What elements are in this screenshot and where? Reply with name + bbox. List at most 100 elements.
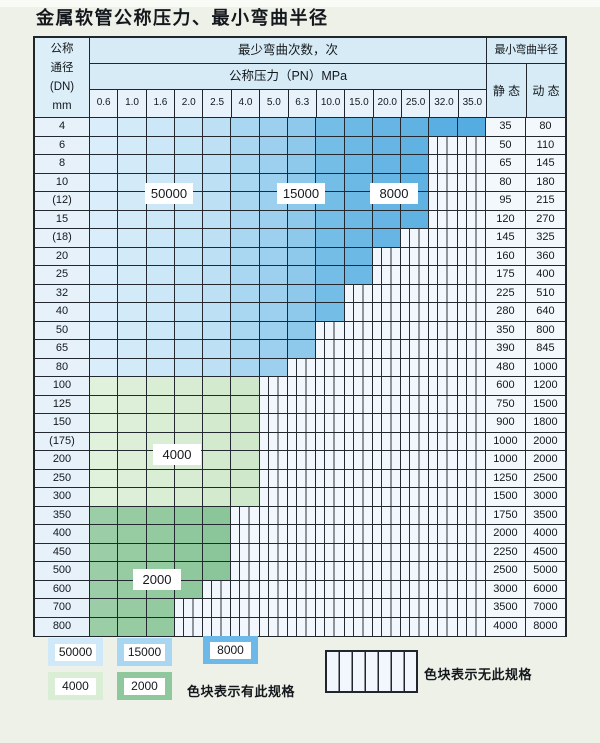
dn-cell: (18): [35, 229, 90, 248]
table-row: 80 480 1000: [35, 358, 565, 377]
no-spec-cell: [344, 599, 373, 618]
table-row: (175) 1000 2000: [35, 432, 565, 451]
spec-cell: [203, 303, 232, 322]
no-spec-cell: [287, 506, 317, 525]
spec-cell: [118, 210, 147, 229]
table-row: 250 1250 2500: [35, 469, 565, 488]
spec-cell: [344, 155, 373, 174]
no-spec-cell: [231, 506, 260, 525]
dynamic-radius-cell: 80: [525, 118, 565, 137]
spec-cell: [90, 580, 119, 599]
no-spec-cell: [372, 451, 402, 470]
spec-cell: [90, 395, 119, 414]
no-spec-cell: [401, 432, 430, 451]
no-spec-cell: [372, 247, 402, 266]
spec-cell: [90, 321, 119, 340]
static-radius-cell: 350: [485, 321, 526, 340]
no-spec-cell: [344, 432, 373, 451]
no-spec-cell: [287, 358, 317, 377]
dn-cell: 800: [35, 617, 90, 636]
spec-cell: [203, 469, 232, 488]
dn-cell: 350: [35, 506, 90, 525]
spec-cell: [174, 395, 204, 414]
spec-cell: [287, 210, 317, 229]
cycle-count-label: 8000: [370, 183, 418, 204]
spec-cell: [203, 562, 232, 581]
no-spec-cell: [344, 469, 373, 488]
no-spec-cell: [344, 284, 373, 303]
spec-cell: [146, 414, 175, 433]
dn-header-line: (DN): [49, 81, 75, 93]
no-spec-cell: [457, 340, 486, 359]
legend-swatch-label: 50000: [55, 643, 96, 661]
static-radius-cell: 160: [485, 247, 526, 266]
no-spec-cell: [316, 377, 345, 396]
table-row: 15 120 270: [35, 210, 565, 229]
static-radius-cell: 145: [485, 229, 526, 248]
spec-cell: [90, 414, 119, 433]
no-spec-cell: [401, 247, 430, 266]
no-spec-cell: [316, 488, 345, 507]
pressure-header-block: 最少弯曲次数，次 公称压力（PN）MPa 0.6 1.0 1.6 2.0 2.5 4.0 5…: [90, 38, 486, 117]
dynamic-radius-cell: 3500: [525, 506, 565, 525]
no-spec-cell: [344, 562, 373, 581]
spec-cell: [118, 303, 147, 322]
spec-cell: [118, 358, 147, 377]
no-spec-cell: [231, 580, 260, 599]
spec-cell: [231, 136, 260, 155]
spec-cell: [259, 247, 288, 266]
no-spec-cell: [344, 488, 373, 507]
no-spec-cell: [259, 506, 288, 525]
static-radius-cell: 2000: [485, 525, 526, 544]
no-spec-cell: [401, 451, 430, 470]
legend-swatch: 8000: [203, 636, 258, 664]
spec-cell: [316, 266, 345, 285]
static-radius-cell: 3000: [485, 580, 526, 599]
table-row: 100 600 1200: [35, 377, 565, 396]
spec-cell: [90, 173, 119, 192]
no-spec-cell: [287, 543, 317, 562]
no-spec-cell: [429, 543, 458, 562]
dn-cell: 10: [35, 173, 90, 192]
pressure-number-row: 0.6 1.0 1.6 2.0 2.5 4.0 5.0 6.3 10.0 15.0 20.0 25.0…: [90, 90, 486, 117]
no-spec-cell: [457, 358, 486, 377]
no-spec-cell: [457, 155, 486, 174]
no-spec-cell: [372, 284, 402, 303]
no-spec-cell: [429, 284, 458, 303]
static-radius-cell: 3500: [485, 599, 526, 618]
no-spec-cell: [457, 469, 486, 488]
dynamic-radius-cell: 3000: [525, 488, 565, 507]
spec-cell: [146, 599, 175, 618]
no-spec-cell: [259, 395, 288, 414]
dynamic-radius-cell: 2000: [525, 432, 565, 451]
table-row: 500 2500 5000: [35, 562, 565, 581]
spec-cell: [231, 229, 260, 248]
spec-cell: [203, 118, 232, 137]
no-spec-cell: [287, 377, 317, 396]
cycle-count-label: 50000: [145, 183, 193, 204]
no-spec-cell: [287, 451, 317, 470]
spec-cell: [231, 432, 260, 451]
spec-table: 公称 通径 (DN) mm 最少弯曲次数，次 公称压力（PN）MPa 0.6 1.…: [33, 36, 567, 637]
table-row: 40 280 640: [35, 303, 565, 322]
static-radius-cell: 65: [485, 155, 526, 174]
pressure-col-header: 32.0: [430, 90, 459, 117]
spec-cell: [372, 118, 402, 137]
static-radius-cell: 390: [485, 340, 526, 359]
spec-cell: [90, 284, 119, 303]
spec-cell: [118, 599, 147, 618]
dynamic-radius-cell: 1000: [525, 358, 565, 377]
spec-cell: [146, 284, 175, 303]
no-spec-cell: [429, 525, 458, 544]
static-radius-cell: 900: [485, 414, 526, 433]
pressure-col-header: 5.0: [260, 90, 289, 117]
no-spec-cell: [457, 525, 486, 544]
spec-cell: [118, 284, 147, 303]
no-spec-cell: [457, 617, 486, 636]
static-radius-cell: 80: [485, 173, 526, 192]
static-radius-cell: 1250: [485, 469, 526, 488]
spec-cell: [90, 377, 119, 396]
spec-cell: [203, 340, 232, 359]
dynamic-radius-cell: 325: [525, 229, 565, 248]
spec-cell: [174, 303, 204, 322]
